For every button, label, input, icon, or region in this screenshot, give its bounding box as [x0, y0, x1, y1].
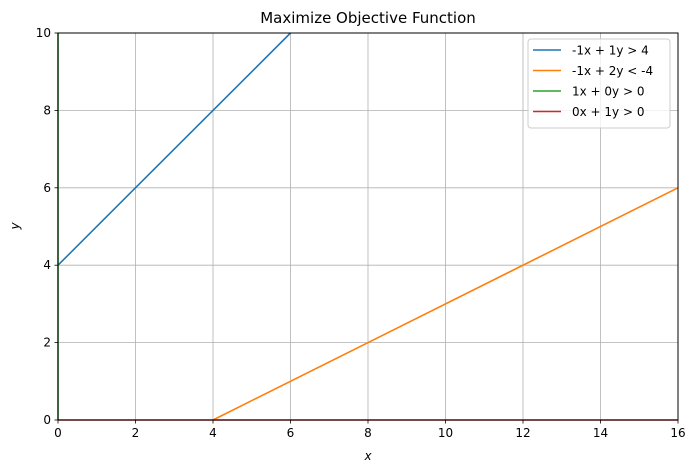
x-axis-label: x: [363, 449, 372, 463]
x-tick-label: 14: [593, 426, 608, 440]
series-line-1: [57, 32, 292, 266]
y-tick-label: 0: [43, 413, 51, 427]
y-tick-label: 10: [36, 26, 51, 40]
x-tick-label: 8: [364, 426, 372, 440]
x-tick-label: 6: [287, 426, 295, 440]
legend-label-3: 1x + 0y > 0: [572, 85, 644, 99]
x-tick-label: 16: [670, 426, 685, 440]
y-tick-label: 2: [43, 336, 51, 350]
legend-label-4: 0x + 1y > 0: [572, 105, 644, 119]
x-tick-label: 12: [515, 426, 530, 440]
y-tick-label: 8: [43, 103, 51, 117]
legend-label-2: -1x + 2y < -4: [572, 64, 653, 78]
legend-label-1: -1x + 1y > 4: [572, 44, 649, 58]
x-tick-label: 0: [54, 426, 62, 440]
series-line-2: [212, 187, 679, 421]
legend: -1x + 1y > 4 -1x + 2y < -4 1x + 0y > 0 0x +…: [527, 38, 671, 129]
legend-box: [527, 38, 671, 129]
x-tick-label: 4: [209, 426, 217, 440]
x-tick-label: 2: [132, 426, 140, 440]
y-axis-label: y: [8, 222, 22, 231]
chart-title: Maximize Objective Function: [260, 9, 476, 27]
x-tick-label: 10: [438, 426, 453, 440]
y-tick-label: 6: [43, 181, 51, 195]
x-axis-ticks: 0 2 4 6 8 10 12 14 16: [54, 420, 686, 440]
y-axis-ticks: 0 2 4 6 8 10: [36, 26, 58, 427]
y-tick-label: 4: [43, 258, 51, 272]
